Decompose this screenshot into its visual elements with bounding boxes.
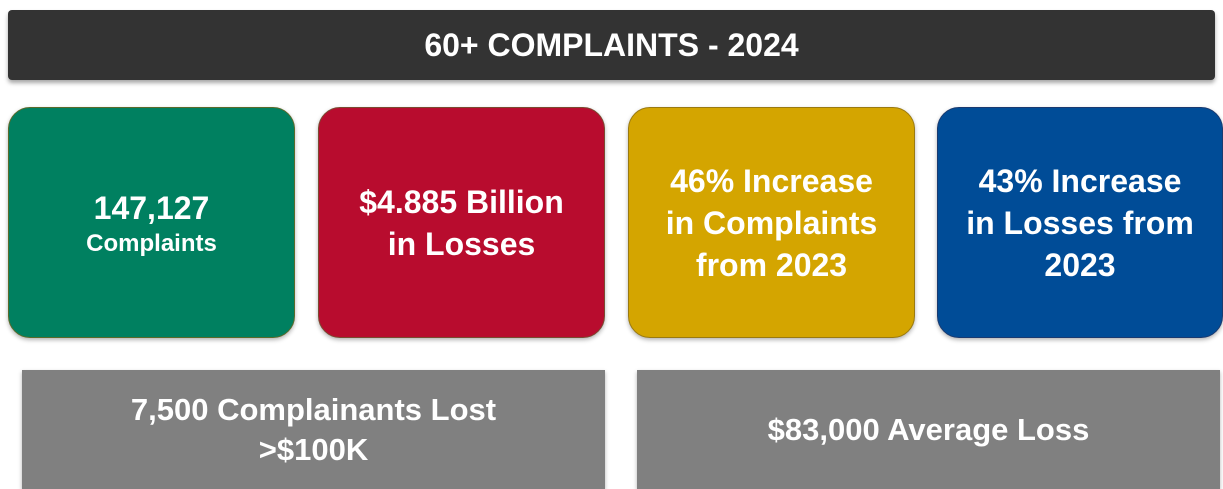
card-line: 2023: [1044, 246, 1116, 283]
stat-card: 46% Increase in Complaints from 2023: [628, 107, 915, 338]
card-line: 147,127: [93, 189, 210, 226]
stat-card: 43% Increase in Losses from 2023: [937, 107, 1223, 338]
card-line: in Losses: [387, 225, 536, 262]
header-title: 60+ COMPLAINTS - 2024: [424, 26, 799, 63]
footer-box: $83,000 Average Loss: [637, 370, 1220, 489]
card-line: Complaints: [86, 229, 217, 257]
card-line: 43% Increase: [978, 162, 1182, 199]
footer-line: 7,500 Complainants Lost: [130, 391, 497, 427]
card-line: 46% Increase: [670, 162, 873, 199]
card-line: in Complaints: [665, 204, 878, 241]
card-line: $4.885 Billion: [359, 183, 564, 220]
footer-box: 7,500 Complainants Lost >$100K: [22, 370, 605, 489]
card-line: from 2023: [695, 246, 848, 283]
footer-line: $83,000 Average Loss: [767, 411, 1090, 447]
header-banner: 60+ COMPLAINTS - 2024: [8, 10, 1215, 80]
card-line: in Losses from: [966, 204, 1194, 241]
stat-card: $4.885 Billion in Losses: [318, 107, 605, 338]
footer-line: >$100K: [258, 431, 369, 467]
stat-card: 147,127 Complaints: [8, 107, 295, 338]
